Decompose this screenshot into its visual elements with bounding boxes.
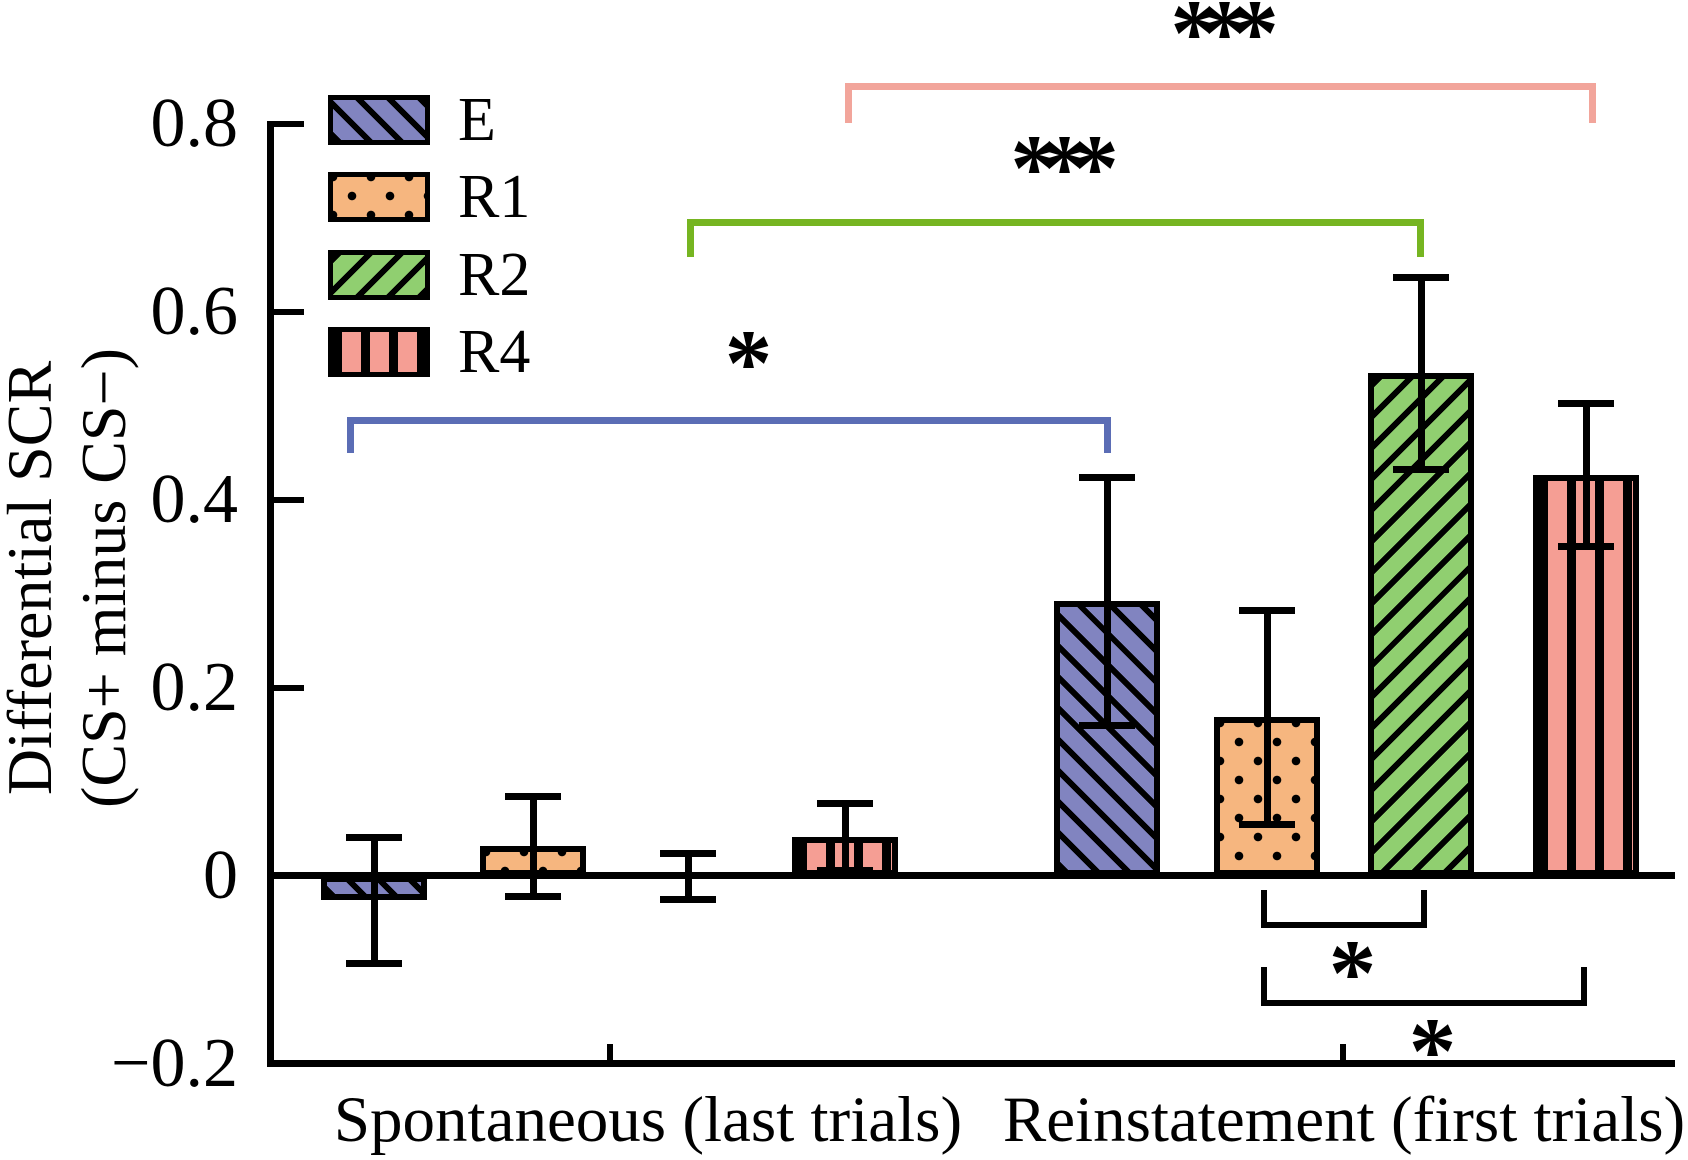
legend-swatch-R1	[328, 172, 430, 222]
x-axis-line	[267, 1060, 1675, 1067]
error-bar-cap-top-R4-group2	[1558, 400, 1614, 408]
significance-stars-3: ***	[1170, 0, 1278, 86]
error-bar-line-R2-group1	[685, 853, 692, 899]
error-bar-cap-bottom-E-group2	[1079, 721, 1135, 729]
legend-label-R1: R1	[458, 163, 531, 231]
significance-stars-2: ***	[1010, 115, 1118, 221]
y-tick-label: 0.4	[150, 461, 239, 538]
y-axis-line	[267, 121, 274, 1067]
legend-swatch-R2	[328, 250, 430, 300]
y-axis-title: Differential SCR (CS+ minus CS−)	[0, 258, 143, 898]
error-bar-cap-bottom-E-group1	[346, 960, 402, 968]
y-tick-label: 0.8	[150, 85, 239, 162]
legend-swatch-R4	[328, 327, 430, 377]
y-tick-label: 0.2	[150, 649, 239, 726]
error-bar-cap-top-R2-group2	[1393, 274, 1449, 282]
error-bar-line-R4-group2	[1583, 403, 1590, 547]
error-bar-line-E-group1	[371, 837, 378, 964]
y-axis-tick	[274, 873, 304, 879]
error-bar-cap-bottom-R2-group1	[660, 895, 716, 903]
zero-line	[267, 872, 1675, 879]
significance-bracket-1	[347, 417, 1111, 453]
error-bar-cap-top-R2-group1	[660, 850, 716, 858]
error-bar-cap-bottom-R4-group2	[1558, 543, 1614, 551]
x-group-label: Reinstatement (first trials)	[1002, 1084, 1686, 1156]
y-axis-title-line2: (CS+ minus CS−)	[68, 348, 139, 808]
y-axis-title-line1: Differential SCR	[0, 360, 65, 796]
legend-swatch-E	[328, 95, 430, 145]
significance-stars-1: *	[724, 310, 773, 416]
significance-bracket-4	[1261, 890, 1427, 928]
error-bar-line-E-group2	[1104, 476, 1111, 725]
error-bar-cap-top-E-group2	[1079, 473, 1135, 481]
y-axis-tick	[274, 685, 304, 691]
error-bar-cap-bottom-R1-group2	[1239, 821, 1295, 829]
significance-bracket-5	[1261, 967, 1587, 1006]
legend-label-E: E	[458, 86, 496, 154]
error-bar-cap-top-R1-group2	[1239, 606, 1295, 614]
x-axis-tick	[607, 1044, 613, 1060]
bar-R2-group2	[1368, 373, 1474, 876]
significance-bracket-3	[845, 83, 1596, 123]
significance-stars-5: *	[1408, 998, 1457, 1104]
y-axis-tick	[274, 121, 304, 127]
error-bar-cap-top-E-group1	[346, 834, 402, 842]
error-bar-cap-bottom-R1-group1	[505, 892, 561, 900]
x-group-label: Spontaneous (last trials)	[333, 1084, 963, 1156]
error-bar-line-R2-group2	[1418, 277, 1425, 469]
error-bar-cap-top-R4-group1	[817, 799, 873, 807]
error-bar-line-R1-group2	[1264, 609, 1271, 825]
y-tick-label: −0.2	[111, 1025, 238, 1102]
error-bar-cap-top-R1-group1	[505, 793, 561, 801]
x-axis-tick	[1340, 1044, 1346, 1060]
y-axis-tick	[274, 309, 304, 315]
legend-label-R4: R4	[458, 318, 531, 386]
significance-bracket-2	[687, 219, 1424, 257]
error-bar-cap-bottom-R4-group1	[817, 867, 873, 875]
error-bar-line-R1-group1	[530, 796, 537, 896]
y-tick-label: 0	[203, 837, 238, 914]
error-bar-line-R4-group1	[842, 802, 849, 871]
error-bar-cap-bottom-R2-group2	[1393, 465, 1449, 473]
y-axis-tick	[274, 497, 304, 503]
legend-label-R2: R2	[458, 241, 531, 309]
y-tick-label: 0.6	[150, 273, 239, 350]
